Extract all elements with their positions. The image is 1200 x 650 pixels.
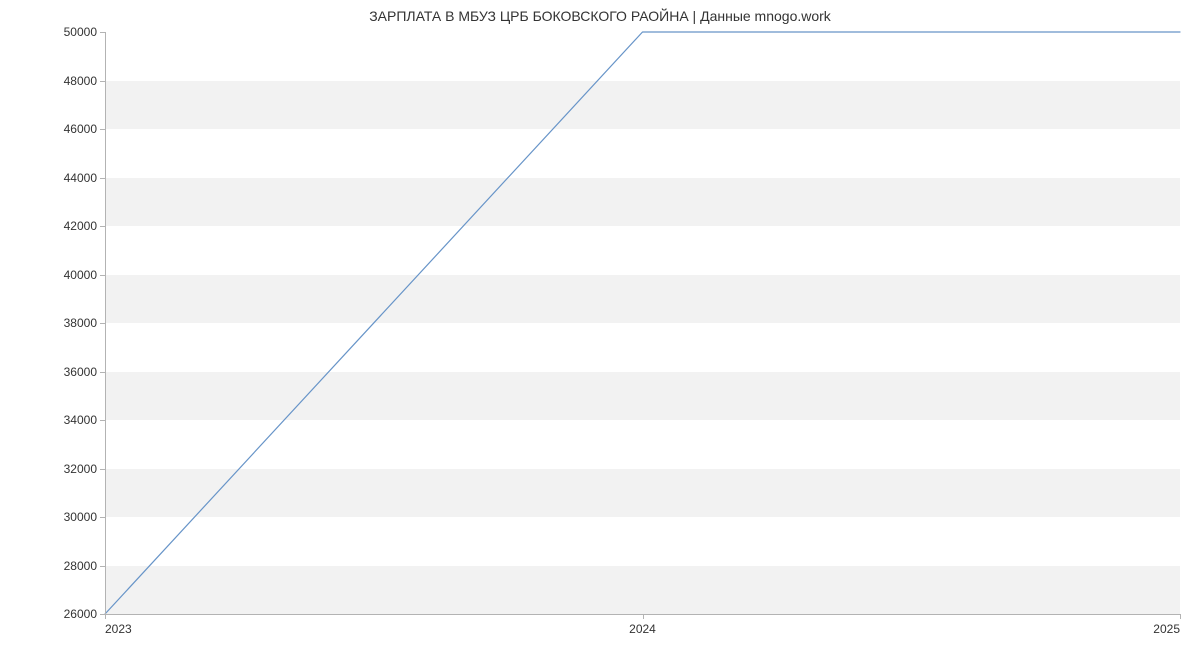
x-tick-mark	[643, 614, 644, 619]
y-tick-mark	[100, 178, 105, 179]
y-tick-mark	[100, 226, 105, 227]
y-axis-line	[105, 32, 106, 614]
y-tick-mark	[100, 32, 105, 33]
x-tick-mark	[1180, 614, 1181, 619]
y-tick-mark	[100, 517, 105, 518]
plot-area: 2600028000300003200034000360003800040000…	[105, 32, 1180, 614]
y-tick-label: 46000	[64, 122, 97, 136]
y-tick-mark	[100, 566, 105, 567]
y-tick-label: 40000	[64, 268, 97, 282]
y-tick-label: 42000	[64, 219, 97, 233]
x-tick-mark	[105, 614, 106, 619]
chart-title: ЗАРПЛАТА В МБУЗ ЦРБ БОКОВСКОГО РАОЙНА | …	[0, 8, 1200, 24]
y-tick-label: 44000	[64, 171, 97, 185]
y-tick-label: 34000	[64, 413, 97, 427]
line-layer	[105, 32, 1180, 614]
y-tick-mark	[100, 323, 105, 324]
y-tick-mark	[100, 275, 105, 276]
x-tick-label: 2025	[1153, 622, 1180, 636]
salary-line-chart: ЗАРПЛАТА В МБУЗ ЦРБ БОКОВСКОГО РАОЙНА | …	[0, 0, 1200, 650]
y-tick-label: 32000	[64, 462, 97, 476]
y-tick-label: 36000	[64, 365, 97, 379]
y-tick-label: 38000	[64, 316, 97, 330]
y-tick-label: 30000	[64, 510, 97, 524]
y-tick-mark	[100, 469, 105, 470]
y-tick-label: 48000	[64, 74, 97, 88]
y-tick-mark	[100, 372, 105, 373]
y-tick-mark	[100, 81, 105, 82]
y-tick-label: 28000	[64, 559, 97, 573]
series-line-salary	[105, 32, 1180, 614]
x-tick-label: 2024	[629, 622, 656, 636]
y-tick-mark	[100, 129, 105, 130]
y-tick-mark	[100, 420, 105, 421]
y-tick-label: 26000	[64, 607, 97, 621]
y-tick-label: 50000	[64, 25, 97, 39]
x-tick-label: 2023	[105, 622, 132, 636]
